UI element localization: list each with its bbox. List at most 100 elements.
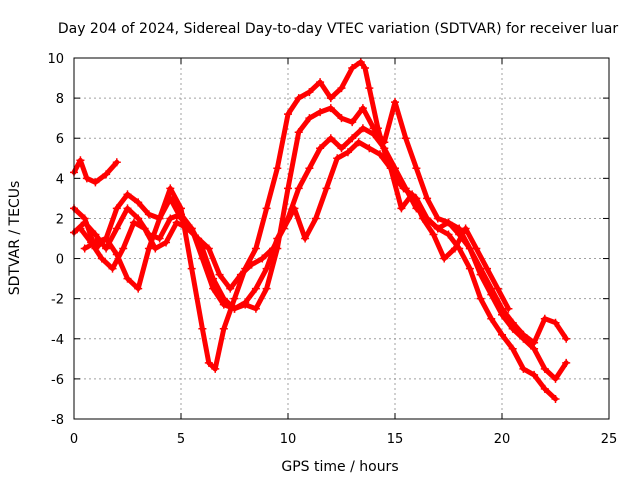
data-point bbox=[290, 204, 299, 213]
data-point bbox=[112, 158, 121, 167]
data-point bbox=[177, 214, 185, 223]
y-tick-label: -8 bbox=[51, 413, 64, 428]
x-tick-label: 25 bbox=[601, 432, 618, 447]
data-point bbox=[348, 64, 357, 73]
data-point bbox=[204, 244, 213, 253]
data-point bbox=[172, 218, 181, 227]
data-point bbox=[316, 78, 325, 87]
data-point bbox=[305, 114, 314, 123]
data-point bbox=[258, 254, 267, 263]
data-point bbox=[365, 144, 374, 153]
y-tick-label: 10 bbox=[47, 52, 64, 67]
data-point bbox=[236, 270, 245, 279]
data-point bbox=[401, 184, 410, 193]
data-point bbox=[262, 284, 271, 293]
data-point bbox=[183, 224, 192, 233]
data-point bbox=[540, 384, 549, 393]
data-point bbox=[230, 304, 239, 313]
data-point bbox=[194, 234, 203, 243]
x-axis-label: GPS time / hours bbox=[281, 459, 398, 475]
x-tick-label: 5 bbox=[177, 432, 185, 447]
series-satellite-pass-4 bbox=[80, 124, 571, 347]
data-point bbox=[123, 274, 132, 283]
data-point bbox=[76, 156, 85, 165]
data-point bbox=[316, 144, 325, 153]
data-point bbox=[472, 244, 481, 253]
data-point bbox=[102, 244, 111, 253]
data-point bbox=[358, 104, 367, 113]
data-point bbox=[76, 224, 85, 233]
data-point bbox=[187, 264, 196, 273]
data-point bbox=[97, 254, 106, 263]
data-point bbox=[450, 244, 459, 253]
data-point bbox=[348, 134, 357, 143]
data-point bbox=[508, 344, 517, 353]
data-point bbox=[198, 324, 207, 333]
data-point bbox=[247, 260, 256, 269]
y-tick-label: -4 bbox=[51, 333, 64, 348]
data-point bbox=[80, 218, 89, 227]
data-point bbox=[337, 114, 346, 123]
y-axis-label: SDTVAR / TECUs bbox=[7, 181, 23, 296]
data-point bbox=[433, 224, 442, 233]
series-line bbox=[71, 99, 569, 382]
data-point bbox=[519, 364, 528, 373]
data-point bbox=[269, 244, 278, 253]
data-point bbox=[305, 88, 314, 97]
data-point bbox=[119, 244, 128, 253]
data-point bbox=[204, 358, 213, 367]
data-point bbox=[102, 234, 111, 243]
data-point bbox=[483, 264, 492, 273]
data-point bbox=[391, 98, 399, 107]
y-tick-label: 2 bbox=[56, 212, 64, 227]
data-point bbox=[144, 210, 153, 219]
data-point bbox=[412, 164, 421, 173]
data-point bbox=[444, 218, 453, 227]
data-point bbox=[418, 214, 427, 223]
data-point bbox=[333, 154, 342, 163]
data-point bbox=[540, 364, 549, 373]
data-point bbox=[498, 330, 506, 339]
data-point bbox=[440, 254, 449, 263]
data-point bbox=[123, 190, 132, 199]
data-point bbox=[155, 234, 164, 243]
data-point bbox=[540, 314, 549, 323]
data-point bbox=[305, 164, 314, 173]
x-tick-label: 20 bbox=[494, 432, 511, 447]
data-point bbox=[337, 84, 346, 93]
data-point bbox=[211, 364, 220, 373]
data-point bbox=[311, 214, 320, 223]
data-point bbox=[294, 94, 303, 103]
data-point bbox=[294, 184, 303, 193]
data-point bbox=[343, 148, 352, 157]
data-point bbox=[284, 184, 292, 193]
data-point bbox=[87, 238, 96, 247]
data-point bbox=[226, 284, 235, 293]
x-tick-label: 10 bbox=[280, 432, 297, 447]
data-point bbox=[209, 274, 218, 283]
data-point bbox=[508, 318, 517, 327]
data-point bbox=[219, 294, 228, 303]
data-point bbox=[326, 134, 335, 143]
data-point bbox=[166, 194, 175, 203]
data-point bbox=[397, 204, 406, 213]
data-point bbox=[433, 214, 442, 223]
data-point bbox=[123, 204, 132, 213]
data-point bbox=[504, 304, 513, 313]
series-line bbox=[82, 125, 569, 346]
data-point bbox=[284, 110, 292, 119]
data-point bbox=[386, 164, 395, 173]
y-tick-label: 6 bbox=[56, 132, 64, 147]
y-tick-label: 8 bbox=[56, 92, 64, 107]
data-point bbox=[376, 150, 385, 159]
data-series bbox=[70, 58, 571, 403]
data-point bbox=[301, 234, 310, 243]
data-point bbox=[369, 130, 378, 139]
data-point bbox=[262, 264, 271, 273]
data-point bbox=[251, 284, 260, 293]
data-point bbox=[562, 358, 571, 367]
data-point bbox=[91, 230, 100, 239]
data-point bbox=[461, 224, 470, 233]
data-point bbox=[140, 224, 149, 233]
